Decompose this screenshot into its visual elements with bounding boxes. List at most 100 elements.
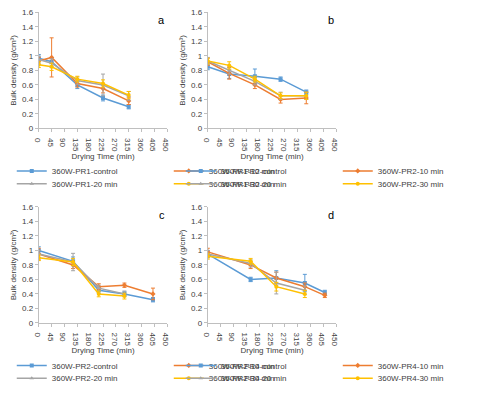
svg-text:360W-PR2-control: 360W-PR2-control xyxy=(52,362,118,371)
svg-text:180: 180 xyxy=(84,138,93,152)
svg-text:0.2: 0.2 xyxy=(22,110,34,119)
svg-text:1: 1 xyxy=(29,52,34,61)
svg-text:1.4: 1.4 xyxy=(191,23,203,32)
svg-text:0.8: 0.8 xyxy=(191,261,203,270)
svg-text:315: 315 xyxy=(292,138,301,152)
svg-text:135: 135 xyxy=(240,138,249,152)
svg-text:0: 0 xyxy=(198,124,203,133)
svg-text:1.6: 1.6 xyxy=(191,8,203,17)
svg-text:360W-PR2-20 min: 360W-PR2-20 min xyxy=(52,374,118,383)
svg-text:45: 45 xyxy=(215,333,224,342)
svg-text:450: 450 xyxy=(161,138,170,152)
svg-text:360W-PR2-10 min: 360W-PR2-10 min xyxy=(378,167,444,176)
svg-text:180: 180 xyxy=(253,138,262,152)
svg-text:360: 360 xyxy=(305,138,314,152)
svg-text:360W-PR4-10 min: 360W-PR4-10 min xyxy=(378,362,444,371)
svg-text:180: 180 xyxy=(84,333,93,347)
svg-text:0: 0 xyxy=(33,138,42,143)
svg-text:360W-PR2-30 min: 360W-PR2-30 min xyxy=(378,180,444,189)
svg-text:Bulk density (g/cm³): Bulk density (g/cm³) xyxy=(178,229,187,300)
svg-text:0.6: 0.6 xyxy=(191,275,203,284)
svg-text:360: 360 xyxy=(136,138,145,152)
svg-text:405: 405 xyxy=(148,333,157,347)
svg-text:1.2: 1.2 xyxy=(191,232,203,241)
svg-text:0.2: 0.2 xyxy=(191,110,203,119)
svg-text:b: b xyxy=(328,14,334,26)
svg-text:0: 0 xyxy=(29,124,34,133)
svg-text:0.6: 0.6 xyxy=(191,81,203,90)
svg-text:315: 315 xyxy=(292,333,301,347)
svg-text:0: 0 xyxy=(33,333,42,338)
svg-text:405: 405 xyxy=(148,138,157,152)
svg-text:0: 0 xyxy=(202,333,211,338)
svg-text:360: 360 xyxy=(305,333,314,347)
svg-text:270: 270 xyxy=(110,138,119,152)
svg-text:360W-PR4-20 min: 360W-PR4-20 min xyxy=(221,374,287,383)
svg-text:Bulk density (g/cm³): Bulk density (g/cm³) xyxy=(9,35,18,106)
svg-text:135: 135 xyxy=(71,333,80,347)
svg-text:0.4: 0.4 xyxy=(22,95,34,104)
svg-text:1.2: 1.2 xyxy=(22,37,34,46)
svg-text:0.6: 0.6 xyxy=(22,81,34,90)
svg-text:0.4: 0.4 xyxy=(191,95,203,104)
svg-text:1.4: 1.4 xyxy=(191,217,203,226)
svg-text:1.2: 1.2 xyxy=(191,37,203,46)
svg-text:1: 1 xyxy=(29,246,34,255)
svg-text:0.4: 0.4 xyxy=(191,290,203,299)
svg-text:360: 360 xyxy=(136,333,145,347)
svg-text:45: 45 xyxy=(46,138,55,147)
svg-text:405: 405 xyxy=(317,333,326,347)
svg-text:0.2: 0.2 xyxy=(191,304,203,313)
svg-text:Drying Time (min): Drying Time (min) xyxy=(240,152,303,161)
svg-text:135: 135 xyxy=(240,333,249,347)
svg-text:225: 225 xyxy=(97,138,106,152)
svg-text:Drying Time (min): Drying Time (min) xyxy=(71,152,134,161)
svg-text:Drying Time (min): Drying Time (min) xyxy=(240,346,303,355)
svg-text:225: 225 xyxy=(266,333,275,347)
svg-text:450: 450 xyxy=(330,138,339,152)
svg-text:270: 270 xyxy=(279,138,288,152)
svg-text:225: 225 xyxy=(97,333,106,347)
svg-text:90: 90 xyxy=(58,333,67,342)
svg-text:90: 90 xyxy=(58,138,67,147)
svg-text:1.6: 1.6 xyxy=(22,8,34,17)
svg-text:1: 1 xyxy=(198,246,203,255)
svg-text:360W-PR4-30 min: 360W-PR4-30 min xyxy=(378,374,444,383)
svg-text:0.6: 0.6 xyxy=(22,275,34,284)
svg-text:360W-PR2-20 min: 360W-PR2-20 min xyxy=(221,180,287,189)
svg-text:0.8: 0.8 xyxy=(191,66,203,75)
svg-text:450: 450 xyxy=(161,333,170,347)
svg-text:0.4: 0.4 xyxy=(22,290,34,299)
svg-text:405: 405 xyxy=(317,138,326,152)
svg-text:1.2: 1.2 xyxy=(22,232,34,241)
svg-text:1.4: 1.4 xyxy=(22,23,34,32)
svg-text:0.8: 0.8 xyxy=(22,261,34,270)
svg-text:45: 45 xyxy=(46,333,55,342)
svg-text:315: 315 xyxy=(123,333,132,347)
svg-text:360W-PR1-control: 360W-PR1-control xyxy=(52,167,118,176)
svg-text:a: a xyxy=(158,14,165,26)
svg-text:0: 0 xyxy=(29,319,34,328)
svg-text:1.6: 1.6 xyxy=(22,203,34,212)
svg-text:360W-PR4-control: 360W-PR4-control xyxy=(221,362,287,371)
svg-text:225: 225 xyxy=(266,138,275,152)
svg-text:1.4: 1.4 xyxy=(22,217,34,226)
svg-text:315: 315 xyxy=(123,138,132,152)
svg-text:Bulk density (g/cm³): Bulk density (g/cm³) xyxy=(178,35,187,106)
svg-text:c: c xyxy=(159,209,165,221)
svg-text:360W-PR2-control: 360W-PR2-control xyxy=(221,167,287,176)
svg-text:Bulk density (g/cm³): Bulk density (g/cm³) xyxy=(9,229,18,300)
svg-text:Drying Time (min): Drying Time (min) xyxy=(71,346,134,355)
svg-text:270: 270 xyxy=(279,333,288,347)
svg-text:0: 0 xyxy=(198,319,203,328)
svg-text:135: 135 xyxy=(71,138,80,152)
svg-text:450: 450 xyxy=(330,333,339,347)
svg-text:0.8: 0.8 xyxy=(22,66,34,75)
svg-text:90: 90 xyxy=(227,333,236,342)
svg-text:270: 270 xyxy=(110,333,119,347)
svg-text:45: 45 xyxy=(215,138,224,147)
svg-text:0.2: 0.2 xyxy=(22,304,34,313)
svg-text:180: 180 xyxy=(253,333,262,347)
svg-text:1.6: 1.6 xyxy=(191,203,203,212)
svg-text:1: 1 xyxy=(198,52,203,61)
